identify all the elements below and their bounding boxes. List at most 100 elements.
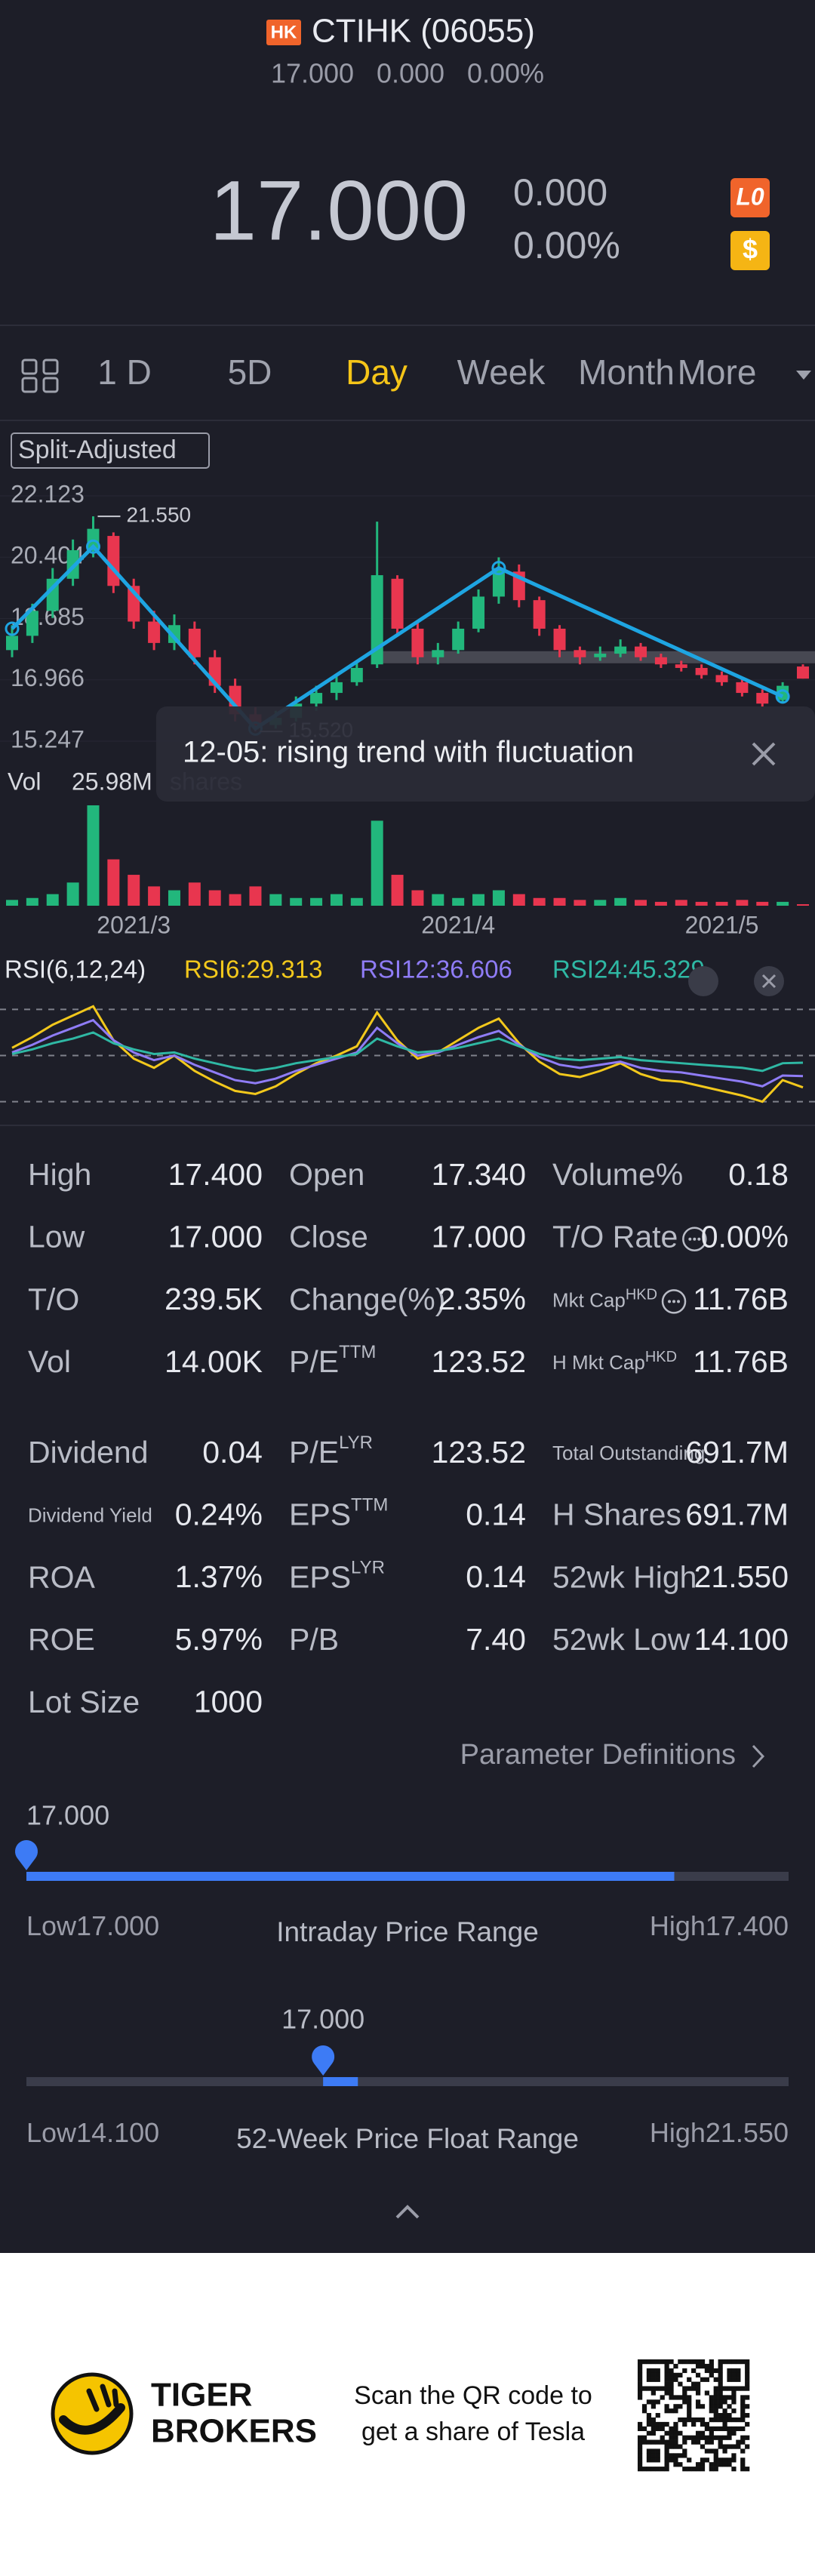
qr-cell — [664, 2439, 669, 2445]
qr-cell — [704, 2435, 710, 2440]
qr-cell — [740, 2386, 746, 2391]
qr-cell — [646, 2417, 652, 2423]
tab[interactable]: Week — [457, 352, 546, 392]
qr-cell — [678, 2453, 683, 2458]
stat-label: P/ETTM — [289, 1342, 376, 1378]
info-icon[interactable] — [661, 1289, 687, 1314]
candle-body — [371, 575, 383, 665]
qr-cell — [638, 2426, 643, 2432]
qr-cell — [687, 2458, 692, 2463]
qr-cell — [650, 2390, 656, 2396]
candle-body — [472, 596, 485, 629]
stat-label: 52wk Low — [552, 1622, 690, 1657]
qr-cell — [740, 2359, 746, 2365]
stat-label-text: Dividend — [28, 1435, 149, 1470]
stat-label-text: ROE — [28, 1622, 95, 1657]
volume-bar — [310, 897, 323, 906]
qr-cell — [727, 2430, 732, 2436]
qr-cell — [700, 2430, 706, 2436]
stat-label: EPSLYR — [289, 1558, 385, 1594]
qr-cell — [650, 2399, 656, 2405]
qr-cell — [655, 2413, 660, 2418]
tab[interactable]: 1 D — [97, 352, 152, 392]
qr-cell — [700, 2417, 706, 2423]
range-high-label: High — [650, 2117, 706, 2148]
qr-cell — [664, 2467, 669, 2472]
qr-cell — [736, 2444, 741, 2449]
qr-cell — [669, 2426, 674, 2432]
qr-cell — [655, 2377, 660, 2382]
qr-cell — [740, 2417, 746, 2423]
collapse-chevron[interactable] — [395, 2205, 420, 2219]
qr-cell — [669, 2408, 674, 2414]
qr-cell — [713, 2408, 718, 2414]
stat-label-text: H Mkt Cap — [552, 1351, 645, 1374]
volume-bar — [452, 897, 465, 906]
stat-label-text: Change(%) — [289, 1282, 445, 1316]
info-icon[interactable] — [682, 1226, 707, 1251]
layout-icon[interactable] — [21, 359, 59, 393]
tab[interactable]: Day — [346, 352, 408, 392]
rsi-line — [11, 1031, 804, 1073]
qr-cell — [722, 2444, 727, 2449]
popup-close[interactable] — [752, 742, 776, 766]
qr-cell — [709, 2417, 714, 2423]
qr-cell — [655, 2467, 660, 2472]
volume-bar — [371, 820, 383, 906]
qr-cell — [664, 2390, 669, 2396]
brand-logo — [51, 2372, 134, 2455]
qr-cell — [745, 2386, 750, 2391]
qr-cell — [638, 2381, 643, 2387]
stat-value: 0.14 — [466, 1559, 526, 1594]
tab[interactable]: More — [678, 352, 757, 392]
rsi-info[interactable] — [688, 966, 718, 996]
level-badge[interactable] — [730, 178, 770, 217]
stat-label-text: H Shares — [552, 1497, 681, 1532]
stat-label-text: Volume% — [552, 1157, 683, 1192]
qr-cell — [678, 2417, 683, 2423]
stat-label-text: Dividend Yield — [28, 1504, 152, 1527]
tab[interactable]: 5D — [228, 352, 272, 392]
trend-pivot — [775, 689, 790, 704]
candle-body — [107, 536, 120, 586]
qr-cell — [660, 2467, 665, 2472]
qr-cell — [731, 2368, 737, 2374]
tab[interactable]: Month — [578, 352, 675, 392]
currency-badge[interactable] — [730, 231, 770, 270]
qr-cell — [673, 2363, 678, 2369]
insight-popup[interactable] — [156, 706, 815, 802]
volume-bar — [675, 900, 687, 906]
info-dot — [677, 1300, 681, 1303]
qr-cell — [669, 2430, 674, 2436]
qr-cell — [736, 2372, 741, 2377]
qr-cell — [673, 2426, 678, 2432]
candle-body — [533, 600, 546, 629]
qr-cell — [713, 2404, 718, 2409]
qr-cell — [664, 2372, 669, 2377]
qr-cell — [740, 2435, 746, 2440]
y-tick-label: 15.247 — [11, 725, 85, 752]
qr-cell — [655, 2399, 660, 2405]
qr-cell — [745, 2435, 750, 2440]
qr-cell — [718, 2439, 723, 2445]
qr-cell — [691, 2386, 697, 2391]
qr-cell — [687, 2377, 692, 2382]
qr-cell — [695, 2430, 701, 2436]
candle-body — [797, 666, 809, 679]
adjustment-box[interactable] — [11, 432, 210, 469]
info-dot — [668, 1300, 672, 1303]
qr-cell — [664, 2377, 669, 2382]
qr-cell — [700, 2404, 706, 2409]
more-caret[interactable] — [796, 371, 811, 380]
qr-cell — [655, 2453, 660, 2458]
candle-body — [756, 693, 769, 704]
cta-line: get a share of Tesla — [361, 2418, 585, 2446]
qr-cell — [700, 2462, 706, 2467]
stat-label: Change(%) — [289, 1282, 445, 1316]
qr-cell — [700, 2421, 706, 2427]
qr-cell — [646, 2368, 652, 2374]
parameter-link[interactable]: Parameter Definitions — [460, 1739, 736, 1771]
qr-cell — [655, 2421, 660, 2427]
qr-cell — [650, 2368, 656, 2374]
qr-cell — [682, 2435, 687, 2440]
